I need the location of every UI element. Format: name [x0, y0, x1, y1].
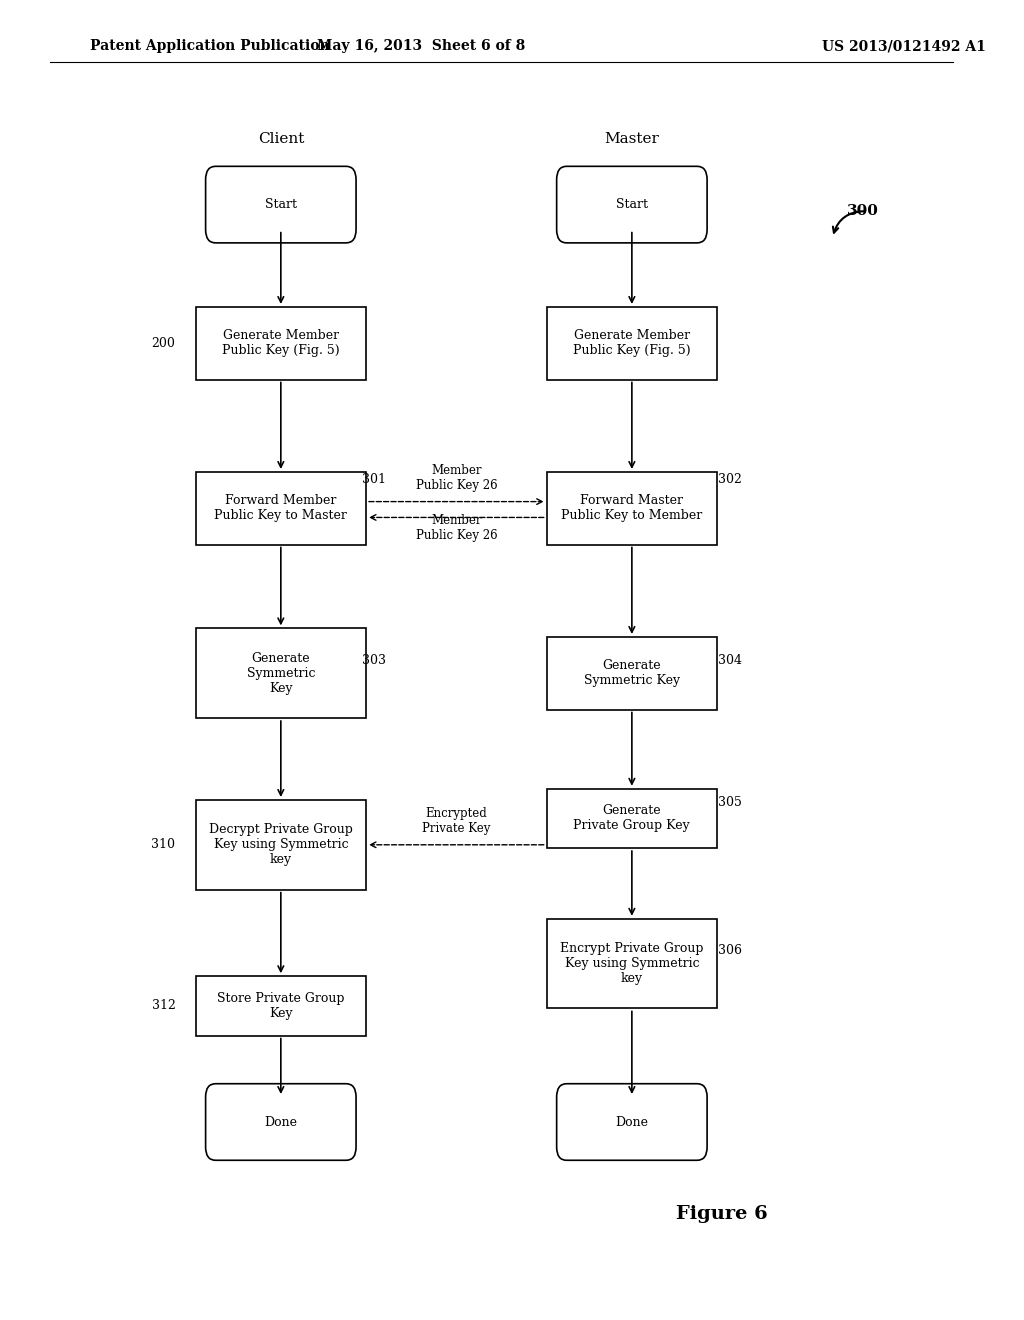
FancyBboxPatch shape — [547, 471, 717, 544]
Text: Encrypted
Private Key: Encrypted Private Key — [422, 807, 490, 836]
FancyBboxPatch shape — [547, 789, 717, 849]
Text: Forward Member
Public Key to Master: Forward Member Public Key to Master — [214, 494, 347, 523]
FancyBboxPatch shape — [547, 919, 717, 1008]
Text: 312: 312 — [152, 999, 175, 1012]
FancyBboxPatch shape — [196, 306, 367, 380]
Text: Member
Public Key 26: Member Public Key 26 — [416, 463, 498, 492]
Text: Generate Member
Public Key (Fig. 5): Generate Member Public Key (Fig. 5) — [222, 329, 340, 358]
Text: 306: 306 — [718, 944, 742, 957]
Text: Done: Done — [264, 1115, 297, 1129]
FancyBboxPatch shape — [547, 638, 717, 710]
Text: Start: Start — [265, 198, 297, 211]
Text: 305: 305 — [718, 796, 742, 809]
Text: 300: 300 — [847, 205, 879, 218]
Text: Done: Done — [615, 1115, 648, 1129]
Text: Decrypt Private Group
Key using Symmetric
key: Decrypt Private Group Key using Symmetri… — [209, 824, 353, 866]
Text: 303: 303 — [362, 653, 386, 667]
Text: US 2013/0121492 A1: US 2013/0121492 A1 — [822, 40, 986, 53]
Text: Client: Client — [258, 132, 304, 145]
Text: Generate
Symmetric Key: Generate Symmetric Key — [584, 659, 680, 688]
Text: Patent Application Publication: Patent Application Publication — [90, 40, 330, 53]
Text: Store Private Group
Key: Store Private Group Key — [217, 991, 345, 1020]
Text: 200: 200 — [152, 337, 175, 350]
Text: Member
Public Key 26: Member Public Key 26 — [416, 513, 498, 543]
FancyBboxPatch shape — [196, 471, 367, 544]
Text: Forward Master
Public Key to Member: Forward Master Public Key to Member — [561, 494, 702, 523]
Text: Generate
Symmetric
Key: Generate Symmetric Key — [247, 652, 315, 694]
Text: 302: 302 — [718, 473, 742, 486]
Text: Figure 6: Figure 6 — [676, 1205, 768, 1224]
Text: 301: 301 — [362, 473, 386, 486]
Text: Master: Master — [604, 132, 659, 145]
FancyBboxPatch shape — [206, 1084, 356, 1160]
FancyBboxPatch shape — [547, 306, 717, 380]
Text: Start: Start — [615, 198, 648, 211]
Text: Generate
Private Group Key: Generate Private Group Key — [573, 804, 690, 833]
FancyBboxPatch shape — [196, 628, 367, 718]
Text: 310: 310 — [152, 838, 175, 851]
FancyBboxPatch shape — [557, 166, 708, 243]
FancyBboxPatch shape — [196, 800, 367, 890]
Text: Encrypt Private Group
Key using Symmetric
key: Encrypt Private Group Key using Symmetri… — [560, 942, 703, 985]
FancyBboxPatch shape — [196, 977, 367, 1035]
FancyBboxPatch shape — [557, 1084, 708, 1160]
FancyBboxPatch shape — [206, 166, 356, 243]
Text: 304: 304 — [718, 653, 742, 667]
Text: Generate Member
Public Key (Fig. 5): Generate Member Public Key (Fig. 5) — [573, 329, 690, 358]
Text: May 16, 2013  Sheet 6 of 8: May 16, 2013 Sheet 6 of 8 — [317, 40, 525, 53]
